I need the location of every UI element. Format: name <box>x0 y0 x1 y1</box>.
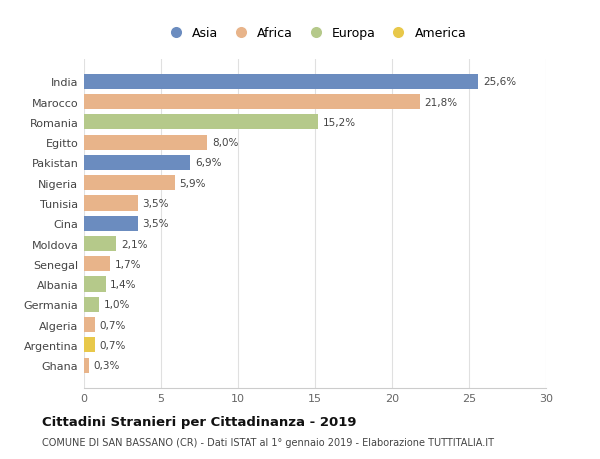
Bar <box>84 75 478 90</box>
Bar <box>84 196 138 211</box>
Text: 5,9%: 5,9% <box>179 178 206 188</box>
Text: 1,7%: 1,7% <box>115 259 142 269</box>
Text: 0,7%: 0,7% <box>100 340 126 350</box>
Bar <box>84 236 116 252</box>
Text: 15,2%: 15,2% <box>323 118 356 128</box>
Text: 1,0%: 1,0% <box>104 300 130 310</box>
Bar <box>84 337 95 353</box>
Bar <box>84 135 207 151</box>
Bar <box>84 216 138 231</box>
Bar <box>84 257 110 272</box>
Text: 6,9%: 6,9% <box>195 158 221 168</box>
Text: 1,4%: 1,4% <box>110 280 137 290</box>
Text: 8,0%: 8,0% <box>212 138 238 148</box>
Bar <box>84 156 190 171</box>
Bar <box>84 317 95 332</box>
Text: COMUNE DI SAN BASSANO (CR) - Dati ISTAT al 1° gennaio 2019 - Elaborazione TUTTIT: COMUNE DI SAN BASSANO (CR) - Dati ISTAT … <box>42 437 494 447</box>
Bar <box>84 277 106 292</box>
Bar <box>84 95 420 110</box>
Bar <box>84 176 175 191</box>
Text: 3,5%: 3,5% <box>143 199 169 208</box>
Legend: Asia, Africa, Europa, America: Asia, Africa, Europa, America <box>160 23 470 44</box>
Text: 2,1%: 2,1% <box>121 239 148 249</box>
Bar <box>84 115 318 130</box>
Text: 3,5%: 3,5% <box>143 219 169 229</box>
Text: 25,6%: 25,6% <box>483 77 516 87</box>
Text: Cittadini Stranieri per Cittadinanza - 2019: Cittadini Stranieri per Cittadinanza - 2… <box>42 415 356 428</box>
Bar <box>84 297 100 312</box>
Text: 0,3%: 0,3% <box>93 360 119 370</box>
Bar <box>84 358 89 373</box>
Text: 21,8%: 21,8% <box>424 97 457 107</box>
Text: 0,7%: 0,7% <box>100 320 126 330</box>
